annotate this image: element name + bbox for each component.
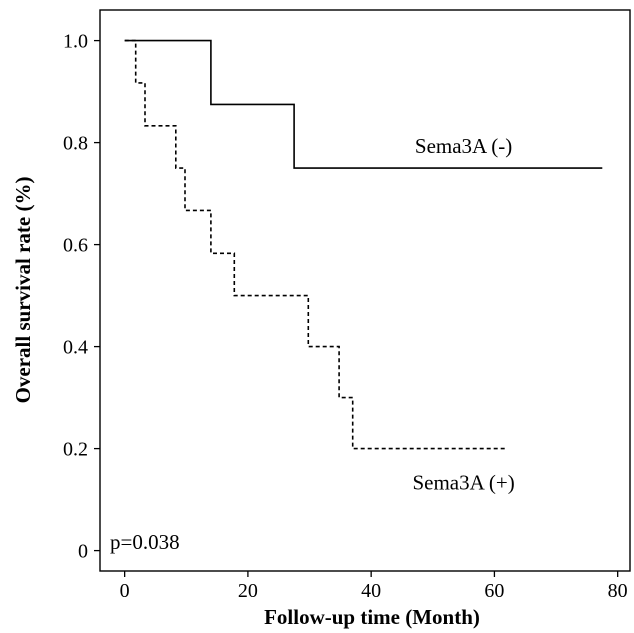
sema3a-positive-label: Sema3A (+) [412, 470, 514, 494]
plot-frame [99, 9, 631, 572]
y-axis: 0 0.2 0.4 0.6 0.8 1.0 [63, 31, 100, 563]
annotation-layer: Sema3A (-) Sema3A (+) p=0.038 [110, 134, 515, 554]
y-tick-label: 0 [78, 541, 88, 563]
x-axis: 0 20 40 60 80 [120, 571, 628, 602]
x-axis-title: Follow-up time (Month) [264, 605, 480, 629]
series-layer [124, 39, 603, 450]
x-tick-label: 40 [361, 580, 381, 602]
sema3a-negative-label: Sema3A (-) [415, 134, 512, 158]
x-tick-label: 20 [238, 580, 258, 602]
x-tick-label: 0 [120, 580, 130, 602]
x-tick-label: 80 [608, 580, 628, 602]
y-tick-label: 1.0 [63, 31, 88, 53]
series-line-sema3a-negative [124, 39, 603, 169]
y-tick-label: 0.8 [63, 133, 88, 155]
y-tick-label: 0.4 [63, 337, 88, 359]
x-tick-label: 60 [484, 580, 504, 602]
y-tick-label: 0.2 [63, 439, 88, 461]
p-value-label: p=0.038 [110, 530, 180, 554]
series-line-sema3a-positive [124, 39, 507, 450]
y-tick-label: 0.6 [63, 235, 88, 257]
y-axis-title: Overall survival rate (%) [11, 177, 35, 404]
